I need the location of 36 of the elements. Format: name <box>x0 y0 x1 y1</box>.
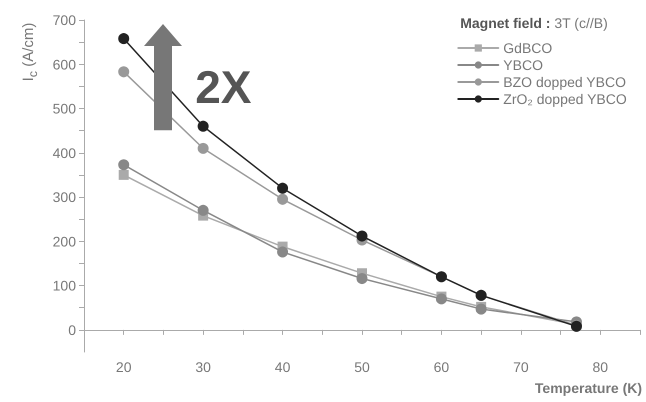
point <box>436 293 447 304</box>
x-tick-label: 30 <box>195 359 212 375</box>
point <box>118 66 130 78</box>
point <box>198 120 209 132</box>
point <box>198 204 209 216</box>
x-tick-label: 20 <box>116 359 132 375</box>
y-tick-label: 500 <box>52 100 76 117</box>
y-tick-label: 200 <box>52 233 76 250</box>
point <box>277 194 288 205</box>
y-tick-label: 600 <box>52 56 76 72</box>
annotation: 2X <box>195 61 252 114</box>
x-tick-label: 50 <box>354 359 370 375</box>
legend-label: ZrO₂ dopped YBCO <box>503 91 627 107</box>
x-tick-label: 60 <box>434 359 450 375</box>
point <box>118 159 130 170</box>
point <box>476 304 487 315</box>
x-tick-label: 40 <box>274 359 291 375</box>
x-axis-title: Temperature (K) <box>534 380 642 396</box>
y-tick-label: 700 <box>52 12 76 28</box>
legend-label: GdBCO <box>503 40 552 56</box>
y-tick-label: 100 <box>52 278 76 294</box>
y-tick-label: 300 <box>52 189 76 206</box>
y-tick-label: 400 <box>52 144 76 161</box>
legend-label: BZO dopped YBCO <box>503 74 626 90</box>
point <box>356 230 368 242</box>
x-tick-label: 80 <box>592 359 608 375</box>
x-tick-label: 70 <box>513 359 529 375</box>
point <box>118 170 129 180</box>
point <box>277 246 288 258</box>
point <box>277 182 288 194</box>
y-tick-label: 0 <box>68 322 76 338</box>
point <box>198 142 209 154</box>
legend-title: Magnet field : 3T (c//B) <box>460 15 608 31</box>
point <box>118 33 130 44</box>
point <box>356 273 368 284</box>
legend-label: YBCO <box>503 57 544 73</box>
